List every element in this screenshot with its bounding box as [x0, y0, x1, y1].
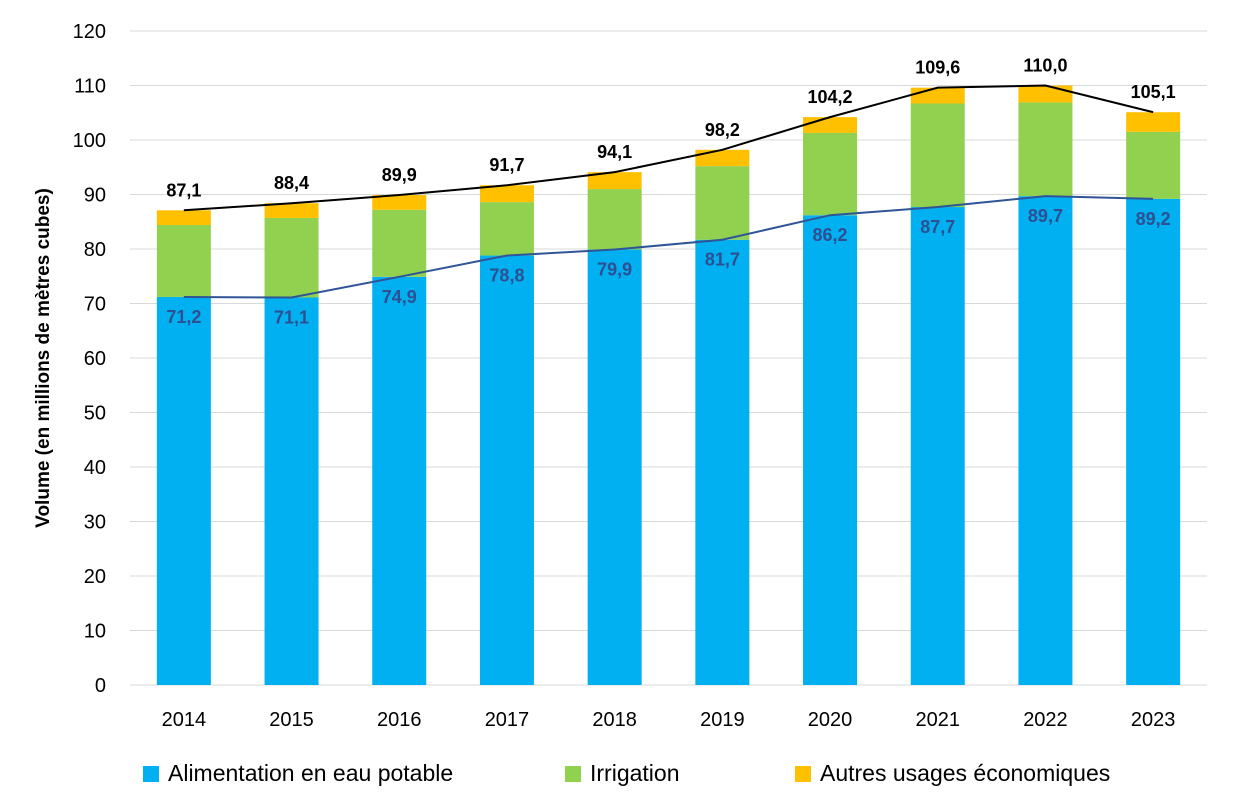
bar-segment-alimentation: [695, 239, 750, 686]
bar-segment-irrigation: [587, 189, 642, 250]
stacked-bar-chart: 0 10 20 30 40 50 60 70 80 90 100 110 120 Volume (en …: [33, 21, 1207, 731]
alimentation-data-label: 71,2: [166, 307, 201, 327]
y-tick-label: 100: [73, 130, 106, 152]
legend-label-alimentation: Alimentation en eau potable: [168, 760, 454, 786]
alimentation-data-label: 71,1: [274, 308, 309, 328]
x-tick-label: 2022: [1023, 709, 1068, 731]
total-data-label: 109,6: [915, 58, 960, 78]
alimentation-line: [183, 195, 1154, 299]
bar-segment-irrigation: [803, 132, 858, 216]
bar-segment-alimentation: [264, 297, 319, 685]
y-tick-label: 120: [73, 21, 106, 43]
x-tick-label: 2016: [377, 709, 422, 731]
bar-segment-autres: [264, 203, 319, 218]
bar-segment-irrigation: [910, 103, 965, 208]
legend-swatch-autres: [795, 765, 811, 782]
y-tick-label: 80: [84, 239, 106, 261]
bar-segment-autres: [479, 185, 534, 203]
x-tick-label: 2023: [1131, 709, 1176, 731]
bar-segment-alimentation: [156, 296, 211, 685]
bar-segment-irrigation: [695, 166, 750, 240]
x-axis-ticks: 2014 2015 2016 2017 2018 2019 2020 2021 2022 2023: [162, 709, 1176, 731]
legend-swatch-irrigation: [565, 765, 581, 782]
legend-item-alimentation: Alimentation en eau potable: [143, 760, 453, 787]
y-axis-label: Volume (en millions de mètres cubes): [33, 188, 54, 528]
x-tick-label: 2020: [808, 709, 853, 731]
alimentation-data-label: 78,8: [489, 266, 524, 286]
total-data-label: 104,2: [808, 87, 853, 107]
alimentation-data-label: 81,7: [705, 250, 740, 270]
bar-segment-autres: [372, 195, 427, 210]
y-tick-label: 0: [95, 675, 106, 697]
x-tick-label: 2021: [916, 709, 961, 731]
data-labels: 87,1 88,4 89,9 91,7 94,1 98,2 104,2 109,6 110,0 1…: [166, 56, 1175, 328]
alimentation-data-label: 87,7: [920, 217, 955, 237]
alimentation-data-label: 89,7: [1028, 206, 1063, 226]
y-tick-label: 110: [74, 76, 106, 98]
bar-segment-alimentation: [479, 255, 534, 686]
y-axis-ticks: 0 10 20 30 40 50 60 70 80 90 100 110 120: [73, 21, 106, 697]
legend-swatch-alimentation: [143, 765, 159, 782]
x-tick-label: 2018: [592, 709, 637, 731]
alimentation-data-label: 79,9: [597, 260, 632, 280]
legend: Alimentation en eau potable Irrigation A…: [0, 760, 1234, 796]
x-tick-label: 2014: [162, 709, 207, 731]
y-tick-label: 10: [84, 621, 106, 643]
alimentation-data-label: 86,2: [813, 225, 848, 245]
bar-segment-alimentation: [1126, 198, 1181, 686]
bar-segment-irrigation: [156, 225, 211, 297]
total-data-label: 88,4: [274, 173, 309, 193]
total-data-label: 98,2: [705, 120, 740, 140]
y-tick-label: 90: [84, 185, 106, 207]
total-data-label: 94,1: [597, 142, 632, 162]
bar-segment-irrigation: [372, 209, 427, 277]
bar-segment-alimentation: [910, 207, 965, 685]
total-data-label: 87,1: [166, 180, 201, 200]
bar-segment-alimentation: [1018, 196, 1073, 685]
total-data-label: 91,7: [489, 155, 524, 175]
x-tick-label: 2015: [269, 709, 314, 731]
y-tick-label: 70: [84, 294, 106, 316]
bar-segment-autres: [1126, 112, 1181, 132]
bar-segment-irrigation: [1018, 102, 1073, 197]
lines: [183, 84, 1154, 299]
y-tick-label: 20: [84, 566, 106, 588]
y-tick-label: 40: [84, 457, 106, 479]
bar-segment-alimentation: [803, 215, 858, 685]
y-tick-label: 50: [84, 403, 106, 425]
bar-segment-autres: [695, 149, 750, 167]
bar-segment-irrigation: [479, 202, 534, 256]
y-tick-label: 30: [84, 512, 106, 534]
total-data-label: 105,1: [1131, 82, 1176, 102]
bar-segment-autres: [1018, 85, 1073, 103]
legend-label-irrigation: Irrigation: [590, 760, 680, 786]
x-tick-label: 2019: [700, 709, 745, 731]
bar-segment-autres: [156, 210, 211, 226]
legend-label-autres: Autres usages économiques: [820, 760, 1111, 786]
total-data-label: 89,9: [382, 165, 417, 185]
x-tick-label: 2017: [485, 709, 530, 731]
legend-item-autres: Autres usages économiques: [795, 760, 1110, 787]
alimentation-data-label: 74,9: [382, 287, 417, 307]
bar-segment-irrigation: [1126, 131, 1181, 199]
total-data-label: 110,0: [1023, 56, 1067, 76]
bar-segment-alimentation: [372, 276, 427, 685]
bar-segment-autres: [587, 172, 642, 190]
bar-segment-autres: [910, 87, 965, 104]
bar-segment-autres: [803, 117, 858, 133]
bar-segment-irrigation: [264, 217, 319, 298]
total-line: [183, 84, 1154, 212]
bars: [156, 85, 1181, 686]
y-tick-label: 60: [84, 348, 106, 370]
legend-item-irrigation: Irrigation: [565, 760, 679, 787]
alimentation-data-label: 89,2: [1136, 209, 1171, 229]
bar-segment-alimentation: [587, 249, 642, 686]
